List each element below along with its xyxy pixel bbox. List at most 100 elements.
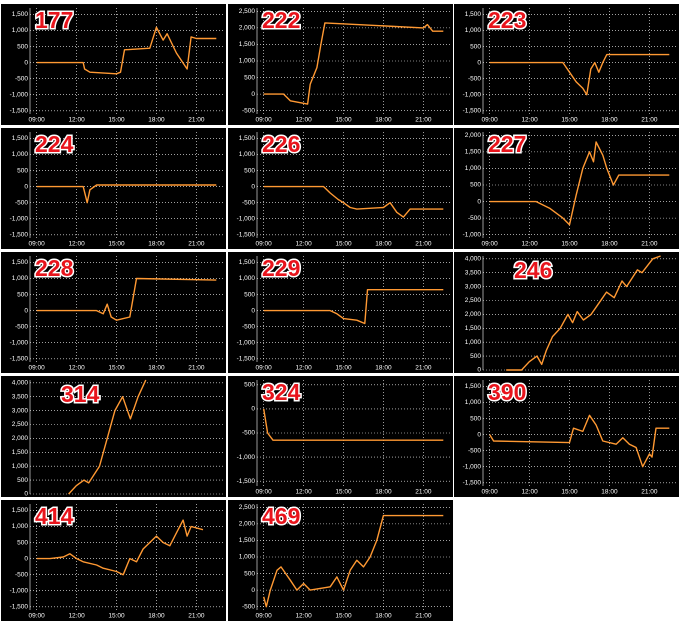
y-tick-label: 2,000 (12, 435, 29, 442)
y-tick-label: 500 (17, 539, 28, 546)
y-tick-label: 3,000 (465, 283, 482, 290)
y-tick-label: 1,500 (12, 135, 29, 142)
x-tick-label: 21:00 (188, 613, 205, 620)
y-tick-label: 500 (470, 353, 481, 360)
chart-background (228, 376, 453, 497)
y-tick-label: 0 (24, 307, 28, 314)
x-tick-label: 12:00 (68, 365, 85, 372)
y-tick-label: 1,000 (465, 165, 482, 172)
data-line (36, 184, 217, 204)
y-tick-label: 0 (477, 59, 481, 66)
data-line (36, 519, 204, 576)
x-tick-label: 18:00 (601, 489, 618, 496)
x-tick-label: 18:00 (375, 117, 392, 124)
y-tick-label: -1,000 (463, 463, 482, 470)
chart-background (228, 128, 453, 249)
x-tick-label: 21:00 (188, 241, 205, 248)
y-tick-label: 1,000 (12, 151, 29, 158)
chart-background (1, 128, 226, 249)
y-tick-label: 1,000 (12, 275, 29, 282)
y-tick-label: -1,500 (463, 480, 482, 487)
x-tick-label: 21:00 (641, 489, 658, 496)
x-tick-label: 15:00 (108, 241, 125, 248)
chart-title: 324 (262, 379, 301, 405)
x-tick-label: 09:00 (482, 241, 499, 248)
x-tick-label: 12:00 (295, 613, 312, 620)
y-tick-label: 500 (244, 382, 255, 389)
y-tick-label: 1,000 (239, 58, 256, 65)
x-tick-label: 09:00 (482, 489, 499, 496)
y-tick-label: 500 (244, 570, 255, 577)
y-tick-label: -1,500 (10, 356, 29, 363)
y-tick-label: -500 (242, 430, 255, 437)
y-tick-label: 1,000 (239, 554, 256, 561)
x-tick-label: 21:00 (415, 117, 432, 124)
x-tick-label: 18:00 (375, 365, 392, 372)
y-tick-label: -1,500 (237, 478, 256, 485)
y-tick-label: 2,000 (465, 132, 482, 139)
mini-chart: 4,000 3,500 3,000 2,500 2,000 1,500 1,000 500 0 3… (1, 376, 226, 498)
x-tick-label: 15:00 (561, 489, 578, 496)
y-tick-label: 3,000 (12, 407, 29, 414)
y-tick-label: 1,500 (239, 41, 256, 48)
x-tick-label: 09:00 (256, 613, 273, 620)
y-tick-label: 500 (17, 167, 28, 174)
y-tick-label: 1,500 (239, 135, 256, 142)
x-tick-label: 18:00 (375, 613, 392, 620)
y-tick-label: -1,500 (10, 108, 29, 115)
y-tick-label: 1,000 (239, 275, 256, 282)
y-tick-label: 2,500 (239, 8, 256, 15)
y-tick-label: 1,000 (465, 27, 482, 34)
y-tick-label: 0 (251, 183, 255, 190)
x-tick-label: 21:00 (641, 117, 658, 124)
y-tick-label: -1,500 (10, 232, 29, 239)
y-tick-label: -500 (468, 215, 481, 222)
y-tick-label: 500 (17, 477, 28, 484)
data-line (263, 185, 444, 218)
x-tick-label: 09:00 (256, 117, 273, 124)
y-tick-label: -500 (242, 107, 255, 114)
y-tick-label: 1,500 (12, 507, 29, 514)
y-tick-label: 3,500 (465, 269, 482, 276)
y-tick-label: 500 (470, 182, 481, 189)
y-tick-label: 2,000 (239, 25, 256, 32)
y-tick-label: -500 (15, 199, 28, 206)
y-tick-label: 1,000 (12, 27, 29, 34)
x-tick-label: 18:00 (375, 241, 392, 248)
y-tick-label: 4,000 (12, 379, 29, 386)
y-tick-label: 1,000 (465, 399, 482, 406)
x-tick-label: 18:00 (148, 241, 165, 248)
y-tick-label: 1,500 (239, 537, 256, 544)
y-tick-label: 1,500 (12, 449, 29, 456)
y-tick-label: -1,500 (463, 108, 482, 115)
data-line (506, 255, 661, 371)
y-tick-label: 500 (244, 74, 255, 81)
x-tick-label: 09:00 (29, 117, 46, 124)
x-tick-label: 15:00 (108, 613, 125, 620)
chart-background (1, 500, 226, 621)
data-line (263, 408, 444, 441)
y-tick-label: 0 (24, 491, 28, 498)
chart-background (1, 4, 226, 125)
mini-chart: 4,000 3,500 3,000 2,500 2,000 1,500 1,000 500 0 2… (454, 252, 679, 374)
y-tick-label: -1,000 (237, 454, 256, 461)
y-tick-label: -1,000 (463, 231, 482, 238)
y-tick-label: -500 (468, 447, 481, 454)
chart-title: 229 (262, 255, 300, 281)
y-tick-label: 1,500 (239, 259, 256, 266)
y-tick-label: 4,000 (465, 255, 482, 262)
chart-title: 177 (35, 7, 73, 33)
y-tick-label: 1,500 (12, 11, 29, 18)
y-tick-label: -1,500 (237, 232, 256, 239)
x-tick-label: 18:00 (148, 613, 165, 620)
y-tick-label: 2,500 (239, 504, 256, 511)
y-tick-label: 500 (17, 291, 28, 298)
data-line (263, 22, 444, 105)
y-tick-label: -500 (242, 199, 255, 206)
x-tick-label: 18:00 (601, 241, 618, 248)
